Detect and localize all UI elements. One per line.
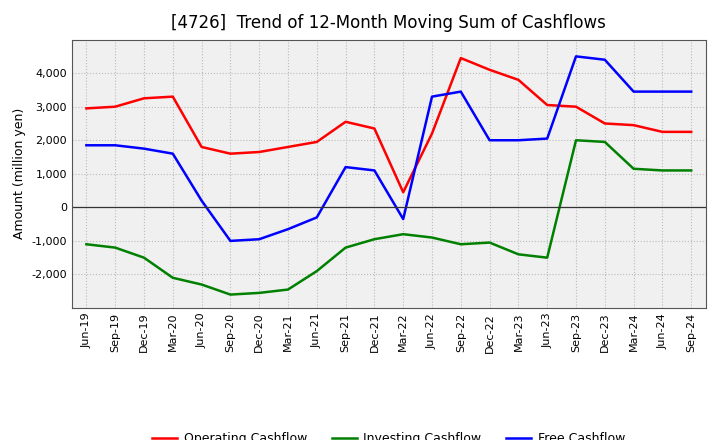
Investing Cashflow xyxy=(284,287,292,292)
Investing Cashflow xyxy=(168,275,177,280)
Operating Cashflow xyxy=(629,122,638,128)
Operating Cashflow xyxy=(255,149,264,154)
Free Cashflow xyxy=(226,238,235,244)
Operating Cashflow xyxy=(312,139,321,145)
Investing Cashflow xyxy=(600,139,609,145)
Free Cashflow xyxy=(255,237,264,242)
Free Cashflow xyxy=(140,146,148,151)
Line: Operating Cashflow: Operating Cashflow xyxy=(86,58,691,192)
Operating Cashflow xyxy=(111,104,120,109)
Investing Cashflow xyxy=(226,292,235,297)
Free Cashflow xyxy=(111,143,120,148)
Free Cashflow xyxy=(658,89,667,94)
Investing Cashflow xyxy=(140,255,148,260)
Line: Investing Cashflow: Investing Cashflow xyxy=(86,140,691,295)
Operating Cashflow xyxy=(572,104,580,109)
Operating Cashflow xyxy=(543,103,552,108)
Title: [4726]  Trend of 12-Month Moving Sum of Cashflows: [4726] Trend of 12-Month Moving Sum of C… xyxy=(171,15,606,33)
Operating Cashflow xyxy=(687,129,696,135)
Free Cashflow xyxy=(428,94,436,99)
Investing Cashflow xyxy=(543,255,552,260)
Free Cashflow xyxy=(600,57,609,62)
Investing Cashflow xyxy=(370,237,379,242)
Operating Cashflow xyxy=(370,126,379,131)
Free Cashflow xyxy=(514,138,523,143)
Investing Cashflow xyxy=(255,290,264,296)
Investing Cashflow xyxy=(341,245,350,250)
Operating Cashflow xyxy=(600,121,609,126)
Free Cashflow xyxy=(341,165,350,170)
Operating Cashflow xyxy=(399,190,408,195)
Free Cashflow xyxy=(543,136,552,141)
Operating Cashflow xyxy=(514,77,523,82)
Operating Cashflow xyxy=(341,119,350,125)
Free Cashflow xyxy=(572,54,580,59)
Y-axis label: Amount (million yen): Amount (million yen) xyxy=(13,108,26,239)
Legend: Operating Cashflow, Investing Cashflow, Free Cashflow: Operating Cashflow, Investing Cashflow, … xyxy=(148,427,630,440)
Investing Cashflow xyxy=(658,168,667,173)
Operating Cashflow xyxy=(658,129,667,135)
Investing Cashflow xyxy=(111,245,120,250)
Operating Cashflow xyxy=(168,94,177,99)
Investing Cashflow xyxy=(312,268,321,274)
Operating Cashflow xyxy=(428,131,436,136)
Free Cashflow xyxy=(456,89,465,94)
Investing Cashflow xyxy=(456,242,465,247)
Investing Cashflow xyxy=(572,138,580,143)
Operating Cashflow xyxy=(140,95,148,101)
Free Cashflow xyxy=(370,168,379,173)
Investing Cashflow xyxy=(514,252,523,257)
Free Cashflow xyxy=(312,215,321,220)
Operating Cashflow xyxy=(456,55,465,61)
Operating Cashflow xyxy=(284,144,292,150)
Free Cashflow xyxy=(197,198,206,203)
Investing Cashflow xyxy=(428,235,436,240)
Investing Cashflow xyxy=(82,242,91,247)
Investing Cashflow xyxy=(399,231,408,237)
Line: Free Cashflow: Free Cashflow xyxy=(86,56,691,241)
Investing Cashflow xyxy=(197,282,206,287)
Free Cashflow xyxy=(629,89,638,94)
Free Cashflow xyxy=(168,151,177,156)
Operating Cashflow xyxy=(82,106,91,111)
Free Cashflow xyxy=(485,138,494,143)
Investing Cashflow xyxy=(485,240,494,245)
Operating Cashflow xyxy=(197,144,206,150)
Investing Cashflow xyxy=(629,166,638,172)
Free Cashflow xyxy=(284,227,292,232)
Investing Cashflow xyxy=(687,168,696,173)
Operating Cashflow xyxy=(226,151,235,156)
Free Cashflow xyxy=(399,216,408,222)
Free Cashflow xyxy=(687,89,696,94)
Free Cashflow xyxy=(82,143,91,148)
Operating Cashflow xyxy=(485,67,494,73)
